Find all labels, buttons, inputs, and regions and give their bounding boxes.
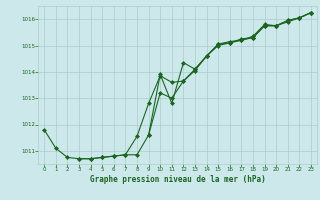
X-axis label: Graphe pression niveau de la mer (hPa): Graphe pression niveau de la mer (hPa) — [90, 175, 266, 184]
